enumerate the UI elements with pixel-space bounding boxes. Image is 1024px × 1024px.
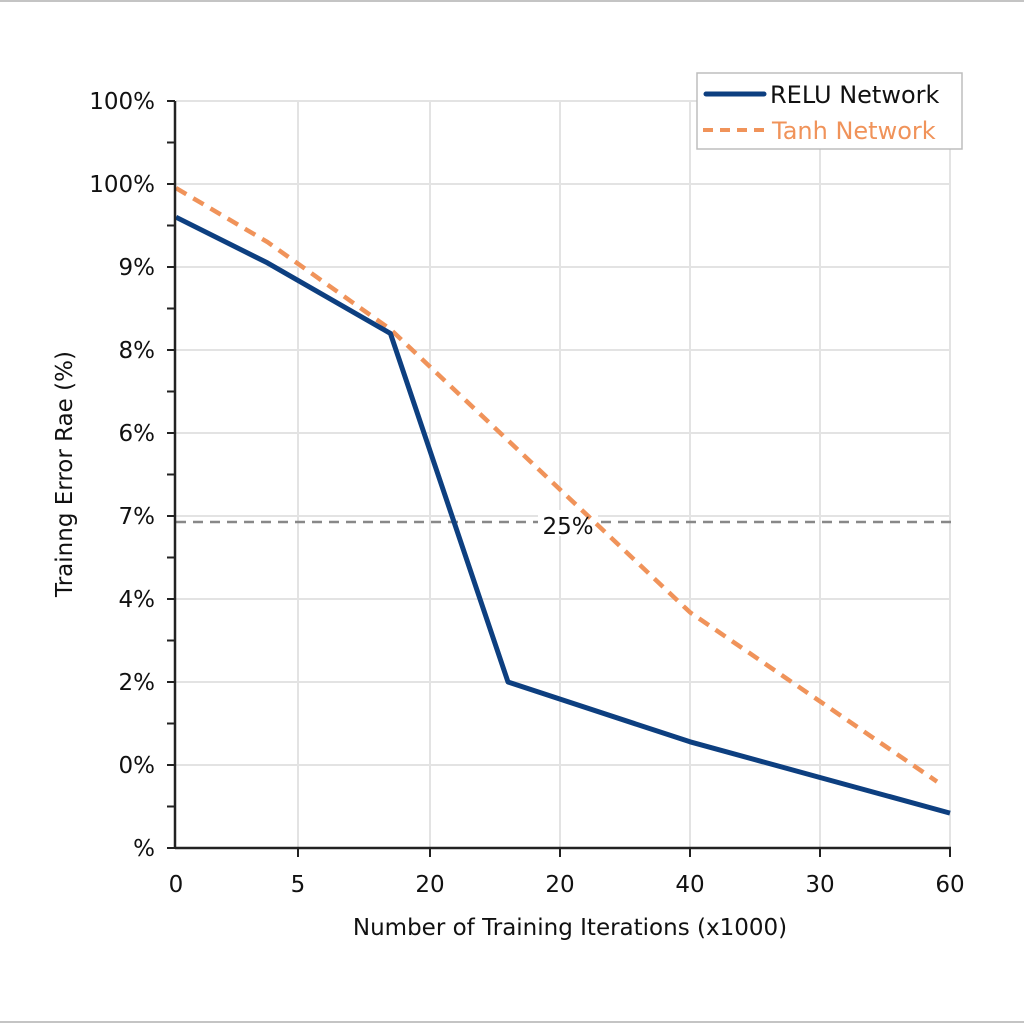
legend: RELU Network Tanh Network — [696, 72, 963, 150]
y-tick-label: % — [133, 836, 155, 862]
series-line-tanh-network — [174, 186, 939, 784]
x-tick-label: 30 — [805, 872, 834, 898]
y-tick-label: 0% — [119, 753, 156, 779]
series-group — [174, 186, 951, 816]
y-tick-label: 7% — [119, 504, 156, 530]
x-tick-label: 20 — [545, 872, 574, 898]
y-tick-label: 9% — [119, 255, 156, 281]
y-tick-label: 6% — [119, 421, 156, 447]
y-tick-label: 8% — [119, 338, 156, 364]
x-tick-label: 20 — [415, 872, 444, 898]
legend-box — [696, 72, 963, 150]
reference-line-label: 25% — [542, 514, 593, 540]
x-tick-label: 0 — [169, 872, 184, 898]
tick-labels: % 0% 2% 4% 7% 6% 8% 9% 100% 100% 0 5 20 20 40 30 60 — [89, 89, 964, 898]
x-axis-title: Number of Training Iterations (x1000) — [353, 915, 787, 941]
y-tick-label: 4% — [119, 587, 156, 613]
bottom-border — [0, 1021, 1024, 1023]
x-tick-label: 40 — [675, 872, 704, 898]
legend-label-tanh: Tanh Network — [771, 117, 936, 145]
y-axis-title: Trainng Error Rae (%) — [52, 351, 78, 598]
y-tick-label: 2% — [119, 670, 156, 696]
top-border — [0, 0, 1024, 2]
x-tick-label: 60 — [935, 872, 964, 898]
y-tick-label: 100% — [89, 89, 155, 115]
y-tick-label: 100% — [89, 172, 155, 198]
grid — [176, 100, 951, 848]
x-tick-label: 5 — [291, 872, 306, 898]
legend-label-relu: RELU Network — [770, 81, 940, 109]
axes — [167, 100, 951, 857]
